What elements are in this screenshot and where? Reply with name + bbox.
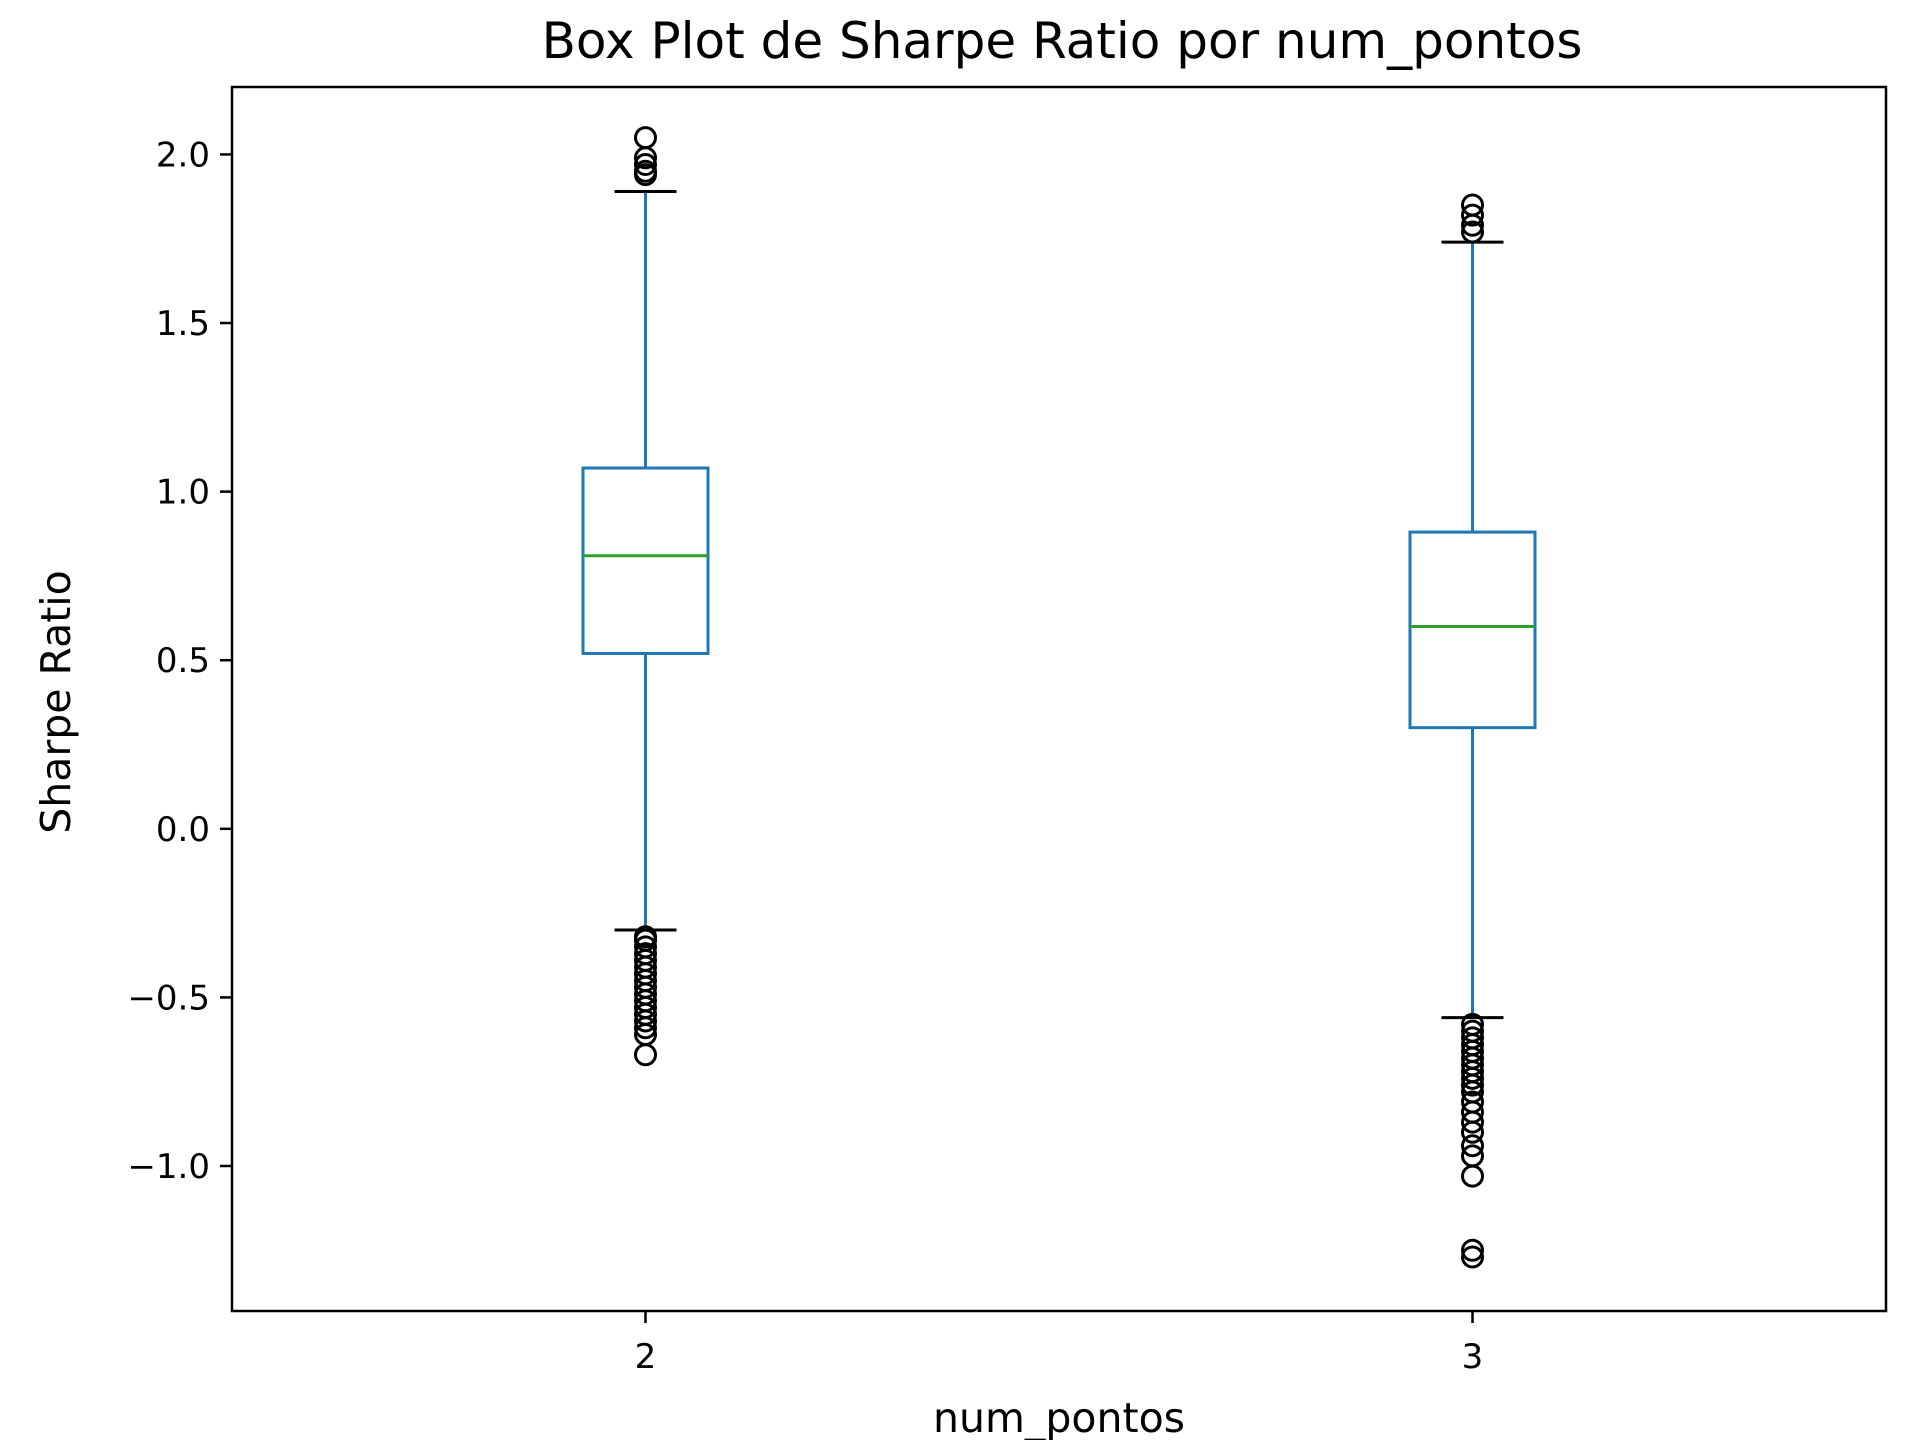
outlier-point xyxy=(634,163,657,187)
outlier-point xyxy=(1461,1110,1484,1134)
x-tick-label: 2 xyxy=(635,1337,657,1377)
outlier-point xyxy=(1461,220,1484,244)
y-tick-label: 1.0 xyxy=(156,473,210,513)
outlier-point xyxy=(634,153,657,177)
y-tick-label: −1.0 xyxy=(127,1147,210,1187)
y-tick-label: −0.5 xyxy=(127,978,210,1018)
chart-title: Box Plot de Sharpe Ratio por num_pontos xyxy=(542,12,1583,70)
outlier-point xyxy=(1461,1134,1484,1158)
x-tick-label: 3 xyxy=(1462,1337,1484,1377)
outlier-point xyxy=(634,126,657,150)
outlier-point xyxy=(634,1016,657,1040)
outlier-point xyxy=(1461,1120,1484,1144)
y-tick-label: 2.0 xyxy=(156,135,210,175)
outlier-point xyxy=(634,1043,657,1067)
y-tick-label: 1.5 xyxy=(156,304,210,344)
x-axis-label: num_pontos xyxy=(933,1394,1185,1440)
y-tick-label: 0.0 xyxy=(156,810,210,850)
outlier-point xyxy=(634,146,657,170)
outlier-point xyxy=(634,1009,657,1033)
outlier-point xyxy=(1461,1073,1484,1097)
box-iqr xyxy=(1408,530,1537,730)
outlier-point xyxy=(1461,1164,1484,1188)
plot-area: 2.0 1.5 1.0 0.5 0.0 −0.5 −1.0 2 3 xyxy=(127,126,1537,1377)
y-axis-label: Sharpe Ratio xyxy=(32,570,80,834)
outlier-point xyxy=(1461,1238,1484,1262)
plot-frame xyxy=(230,85,1888,1313)
outlier-point xyxy=(1461,1066,1484,1090)
outlier-point xyxy=(1461,213,1484,237)
outlier-point xyxy=(1461,203,1484,227)
box-iqr xyxy=(581,466,710,655)
y-tick-label: 0.5 xyxy=(156,641,210,681)
outlier-point xyxy=(1461,1245,1484,1269)
